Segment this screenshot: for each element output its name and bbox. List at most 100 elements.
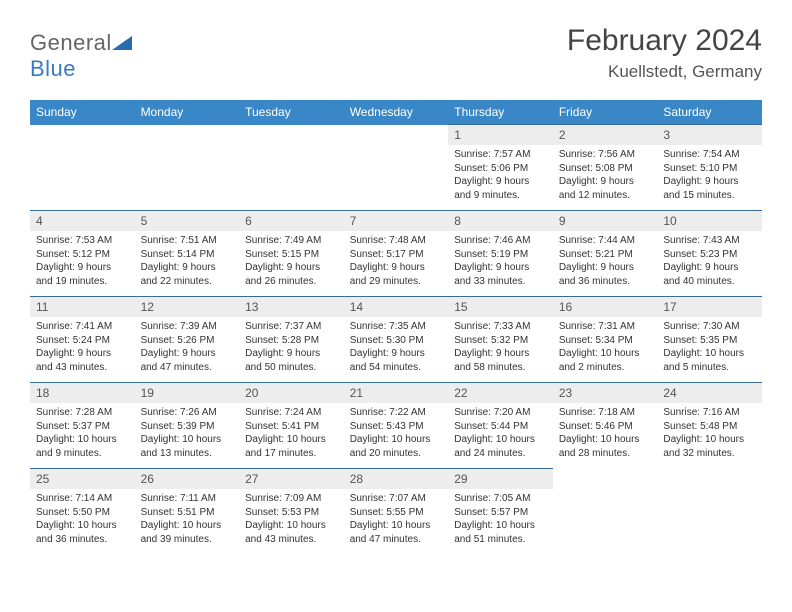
day-details: Sunrise: 7:16 AMSunset: 5:48 PMDaylight:… [657, 403, 762, 464]
calendar-cell: 13Sunrise: 7:37 AMSunset: 5:28 PMDayligh… [239, 297, 344, 383]
calendar-cell: 28Sunrise: 7:07 AMSunset: 5:55 PMDayligh… [344, 469, 449, 555]
day-number: 20 [239, 383, 344, 403]
calendar-cell [657, 469, 762, 555]
day-details: Sunrise: 7:46 AMSunset: 5:19 PMDaylight:… [448, 231, 553, 292]
day-details: Sunrise: 7:57 AMSunset: 5:06 PMDaylight:… [448, 145, 553, 206]
day-details: Sunrise: 7:14 AMSunset: 5:50 PMDaylight:… [30, 489, 135, 550]
calendar-week-row: 25Sunrise: 7:14 AMSunset: 5:50 PMDayligh… [30, 469, 762, 555]
weekday-header: Thursday [448, 100, 553, 125]
day-details: Sunrise: 7:51 AMSunset: 5:14 PMDaylight:… [135, 231, 240, 292]
weekday-header: Friday [553, 100, 658, 125]
day-number: 29 [448, 469, 553, 489]
day-details: Sunrise: 7:53 AMSunset: 5:12 PMDaylight:… [30, 231, 135, 292]
day-number: 11 [30, 297, 135, 317]
day-details: Sunrise: 7:20 AMSunset: 5:44 PMDaylight:… [448, 403, 553, 464]
day-number: 27 [239, 469, 344, 489]
calendar-cell: 12Sunrise: 7:39 AMSunset: 5:26 PMDayligh… [135, 297, 240, 383]
calendar-cell: 26Sunrise: 7:11 AMSunset: 5:51 PMDayligh… [135, 469, 240, 555]
calendar-cell [344, 125, 449, 211]
day-details: Sunrise: 7:44 AMSunset: 5:21 PMDaylight:… [553, 231, 658, 292]
calendar-cell [30, 125, 135, 211]
logo-text-2: Blue [30, 56, 76, 81]
header: General Blue February 2024 Kuellstedt, G… [30, 24, 762, 82]
day-number: 26 [135, 469, 240, 489]
calendar-cell: 16Sunrise: 7:31 AMSunset: 5:34 PMDayligh… [553, 297, 658, 383]
calendar-cell: 21Sunrise: 7:22 AMSunset: 5:43 PMDayligh… [344, 383, 449, 469]
day-details: Sunrise: 7:22 AMSunset: 5:43 PMDaylight:… [344, 403, 449, 464]
calendar-cell: 20Sunrise: 7:24 AMSunset: 5:41 PMDayligh… [239, 383, 344, 469]
calendar-cell: 22Sunrise: 7:20 AMSunset: 5:44 PMDayligh… [448, 383, 553, 469]
day-number: 15 [448, 297, 553, 317]
day-number: 8 [448, 211, 553, 231]
logo-text: General Blue [30, 30, 132, 82]
day-number: 16 [553, 297, 658, 317]
calendar-cell: 2Sunrise: 7:56 AMSunset: 5:08 PMDaylight… [553, 125, 658, 211]
calendar-cell: 27Sunrise: 7:09 AMSunset: 5:53 PMDayligh… [239, 469, 344, 555]
calendar-cell: 23Sunrise: 7:18 AMSunset: 5:46 PMDayligh… [553, 383, 658, 469]
calendar-week-row: 11Sunrise: 7:41 AMSunset: 5:24 PMDayligh… [30, 297, 762, 383]
day-number: 21 [344, 383, 449, 403]
weekday-header: Saturday [657, 100, 762, 125]
calendar-cell: 11Sunrise: 7:41 AMSunset: 5:24 PMDayligh… [30, 297, 135, 383]
day-number: 28 [344, 469, 449, 489]
day-details: Sunrise: 7:54 AMSunset: 5:10 PMDaylight:… [657, 145, 762, 206]
day-details: Sunrise: 7:07 AMSunset: 5:55 PMDaylight:… [344, 489, 449, 550]
calendar-cell: 1Sunrise: 7:57 AMSunset: 5:06 PMDaylight… [448, 125, 553, 211]
calendar-cell: 29Sunrise: 7:05 AMSunset: 5:57 PMDayligh… [448, 469, 553, 555]
location: Kuellstedt, Germany [567, 62, 762, 82]
calendar-cell: 7Sunrise: 7:48 AMSunset: 5:17 PMDaylight… [344, 211, 449, 297]
calendar-cell: 19Sunrise: 7:26 AMSunset: 5:39 PMDayligh… [135, 383, 240, 469]
day-number: 22 [448, 383, 553, 403]
day-number: 3 [657, 125, 762, 145]
logo: General Blue [30, 24, 132, 82]
calendar-cell: 10Sunrise: 7:43 AMSunset: 5:23 PMDayligh… [657, 211, 762, 297]
day-details: Sunrise: 7:56 AMSunset: 5:08 PMDaylight:… [553, 145, 658, 206]
day-number: 4 [30, 211, 135, 231]
calendar-cell: 6Sunrise: 7:49 AMSunset: 5:15 PMDaylight… [239, 211, 344, 297]
calendar-cell [135, 125, 240, 211]
day-number: 23 [553, 383, 658, 403]
calendar-header-row: SundayMondayTuesdayWednesdayThursdayFrid… [30, 100, 762, 125]
calendar-cell: 25Sunrise: 7:14 AMSunset: 5:50 PMDayligh… [30, 469, 135, 555]
day-details: Sunrise: 7:24 AMSunset: 5:41 PMDaylight:… [239, 403, 344, 464]
day-details: Sunrise: 7:18 AMSunset: 5:46 PMDaylight:… [553, 403, 658, 464]
day-number: 5 [135, 211, 240, 231]
day-number: 12 [135, 297, 240, 317]
calendar-table: SundayMondayTuesdayWednesdayThursdayFrid… [30, 100, 762, 555]
day-number: 1 [448, 125, 553, 145]
day-number: 19 [135, 383, 240, 403]
day-number: 25 [30, 469, 135, 489]
day-details: Sunrise: 7:43 AMSunset: 5:23 PMDaylight:… [657, 231, 762, 292]
day-details: Sunrise: 7:39 AMSunset: 5:26 PMDaylight:… [135, 317, 240, 378]
calendar-week-row: 1Sunrise: 7:57 AMSunset: 5:06 PMDaylight… [30, 125, 762, 211]
weekday-header: Tuesday [239, 100, 344, 125]
logo-text-1: General [30, 30, 112, 55]
calendar-cell: 24Sunrise: 7:16 AMSunset: 5:48 PMDayligh… [657, 383, 762, 469]
calendar-cell: 14Sunrise: 7:35 AMSunset: 5:30 PMDayligh… [344, 297, 449, 383]
weekday-header: Sunday [30, 100, 135, 125]
day-details: Sunrise: 7:37 AMSunset: 5:28 PMDaylight:… [239, 317, 344, 378]
day-number: 13 [239, 297, 344, 317]
day-number: 9 [553, 211, 658, 231]
day-details: Sunrise: 7:41 AMSunset: 5:24 PMDaylight:… [30, 317, 135, 378]
weekday-header: Monday [135, 100, 240, 125]
calendar-week-row: 4Sunrise: 7:53 AMSunset: 5:12 PMDaylight… [30, 211, 762, 297]
day-number: 18 [30, 383, 135, 403]
calendar-cell: 5Sunrise: 7:51 AMSunset: 5:14 PMDaylight… [135, 211, 240, 297]
day-details: Sunrise: 7:31 AMSunset: 5:34 PMDaylight:… [553, 317, 658, 378]
day-details: Sunrise: 7:30 AMSunset: 5:35 PMDaylight:… [657, 317, 762, 378]
day-number: 10 [657, 211, 762, 231]
calendar-body: 1Sunrise: 7:57 AMSunset: 5:06 PMDaylight… [30, 125, 762, 555]
day-number: 24 [657, 383, 762, 403]
month-title: February 2024 [567, 24, 762, 58]
calendar-cell: 15Sunrise: 7:33 AMSunset: 5:32 PMDayligh… [448, 297, 553, 383]
logo-triangle-icon [112, 36, 132, 50]
day-details: Sunrise: 7:11 AMSunset: 5:51 PMDaylight:… [135, 489, 240, 550]
calendar-week-row: 18Sunrise: 7:28 AMSunset: 5:37 PMDayligh… [30, 383, 762, 469]
day-details: Sunrise: 7:35 AMSunset: 5:30 PMDaylight:… [344, 317, 449, 378]
day-number: 17 [657, 297, 762, 317]
calendar-cell: 3Sunrise: 7:54 AMSunset: 5:10 PMDaylight… [657, 125, 762, 211]
calendar-cell: 17Sunrise: 7:30 AMSunset: 5:35 PMDayligh… [657, 297, 762, 383]
calendar-cell: 8Sunrise: 7:46 AMSunset: 5:19 PMDaylight… [448, 211, 553, 297]
day-details: Sunrise: 7:48 AMSunset: 5:17 PMDaylight:… [344, 231, 449, 292]
